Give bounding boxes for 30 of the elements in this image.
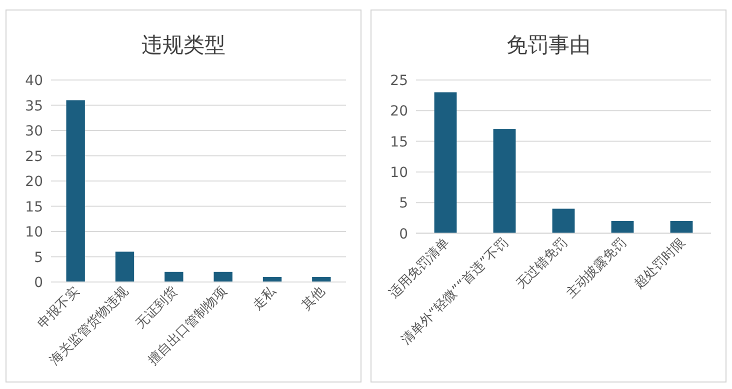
bar <box>552 208 575 234</box>
y-tick-label: 25 <box>390 73 408 89</box>
x-tick-label: 其他 <box>299 284 328 314</box>
bar <box>312 276 331 282</box>
y-tick-label: 5 <box>399 196 408 212</box>
y-tick-label: 15 <box>390 134 408 150</box>
y-tick-label: 20 <box>25 174 43 190</box>
y-tick-label: 10 <box>390 164 408 181</box>
bar <box>611 220 634 234</box>
bar <box>164 272 184 282</box>
y-tick-label: 10 <box>25 224 43 240</box>
bar <box>434 92 457 234</box>
y-tick-label: 35 <box>25 98 43 114</box>
bar <box>115 252 134 282</box>
bar <box>214 272 232 282</box>
y-tick-label: 15 <box>25 199 43 216</box>
chart-title: 免罚事由 <box>506 33 590 57</box>
x-tick-label: 超处罚时限 <box>632 235 688 292</box>
y-tick-label: 5 <box>34 250 43 266</box>
y-tick-label: 20 <box>390 104 408 120</box>
y-tick-label: 30 <box>25 124 43 140</box>
bar <box>66 100 85 282</box>
bar <box>670 220 693 234</box>
chart-title: 违规类型 <box>142 33 226 57</box>
bar <box>493 129 516 234</box>
y-tick-label: 40 <box>25 73 43 89</box>
x-tick-label: 走私 <box>250 284 280 314</box>
y-tick-label: 25 <box>25 148 43 165</box>
y-tick-label: 0 <box>34 275 43 291</box>
y-tick-label: 0 <box>399 226 408 242</box>
